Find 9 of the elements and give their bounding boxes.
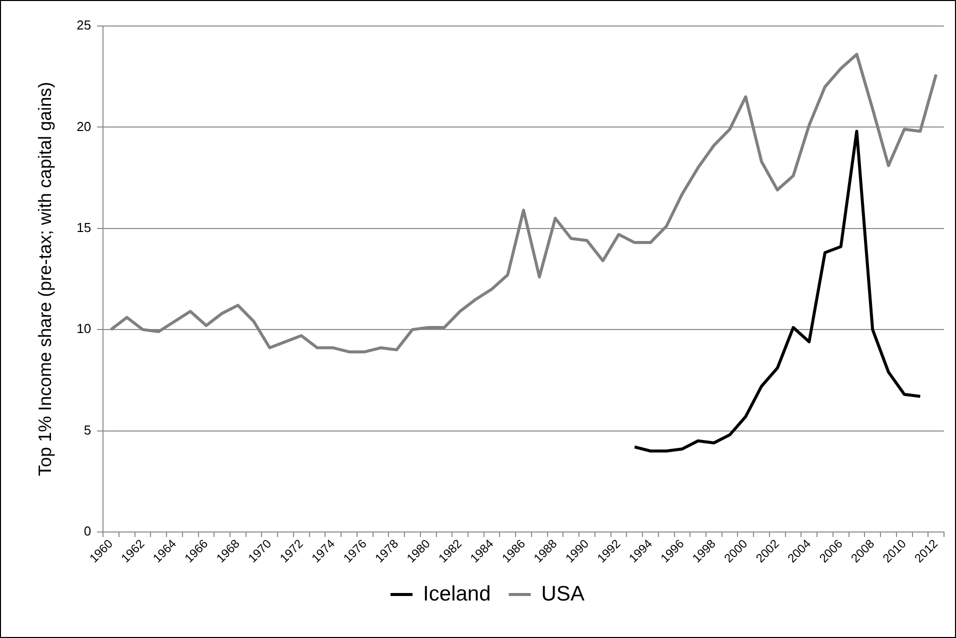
y-tick-label: 10	[76, 321, 92, 336]
y-tick-label: 0	[84, 524, 92, 539]
legend-label: USA	[541, 582, 584, 606]
y-axis-title: Top 1% Income share (pre-tax; with capital gains)	[34, 82, 55, 476]
y-tick-label: 20	[76, 118, 92, 134]
y-tick-label: 5	[84, 422, 92, 438]
y-tick-label: 15	[76, 220, 92, 235]
legend-label: Iceland	[423, 582, 491, 606]
y-tick-label: 25	[76, 18, 92, 33]
